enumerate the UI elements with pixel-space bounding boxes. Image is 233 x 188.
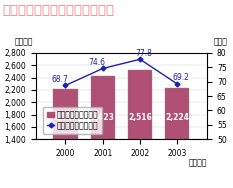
Text: 2,423: 2,423 (91, 113, 115, 122)
Text: （件数）: （件数） (15, 37, 34, 46)
Text: 2,224: 2,224 (165, 113, 189, 122)
Text: 2,516: 2,516 (128, 113, 152, 122)
Legend: 実施数（左目盛り）, 実施率（右目盛り）: 実施数（左目盛り）, 実施率（右目盛り） (43, 107, 102, 134)
Text: 69.2: 69.2 (173, 73, 189, 82)
Bar (128, 70, 152, 188)
Bar (91, 76, 115, 188)
Text: 「食の自立支援事業」実施状況: 「食の自立支援事業」実施状況 (2, 4, 114, 17)
Bar (53, 89, 78, 188)
Text: （％）: （％） (214, 37, 228, 46)
Text: 68.7: 68.7 (51, 75, 68, 84)
Text: 77.8: 77.8 (135, 49, 152, 58)
Text: 74.6: 74.6 (89, 58, 106, 67)
Text: 2,220: 2,220 (54, 113, 77, 122)
Bar (165, 88, 189, 188)
Text: （年度）: （年度） (189, 158, 207, 167)
